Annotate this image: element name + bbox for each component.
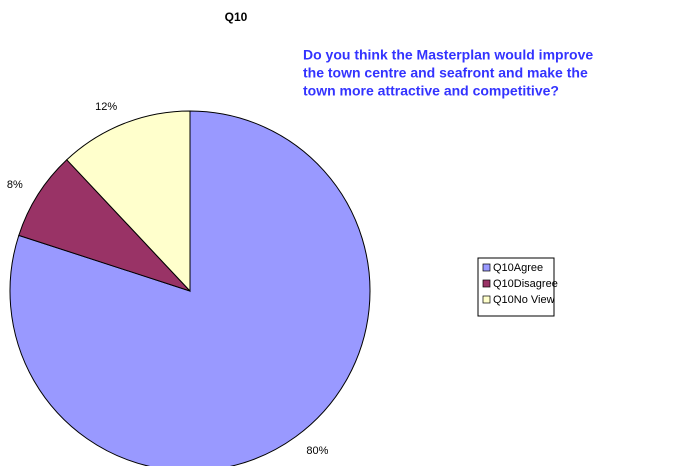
legend-label: Q10Disagree xyxy=(493,278,558,290)
pie-slice xyxy=(18,159,191,292)
annotation: town more attractive and competitive? xyxy=(303,83,559,99)
pie-slice xyxy=(66,110,191,293)
legend-label: Q10No View xyxy=(493,294,555,306)
data-label: 8% xyxy=(7,179,23,191)
annotation: the town centre and seafront and make th… xyxy=(303,65,588,81)
legend-swatch xyxy=(482,263,491,272)
legend-box xyxy=(477,257,555,317)
legend-swatch xyxy=(482,279,491,288)
annotation: Do you think the Masterplan would improv… xyxy=(303,47,593,63)
legend-label: Q10Agree xyxy=(493,262,543,274)
data-label: 12% xyxy=(95,101,117,113)
legend-swatch xyxy=(482,295,491,304)
data-label: 80% xyxy=(306,445,328,457)
pie-slice xyxy=(9,110,371,466)
chart-title: Q10 xyxy=(225,10,248,24)
